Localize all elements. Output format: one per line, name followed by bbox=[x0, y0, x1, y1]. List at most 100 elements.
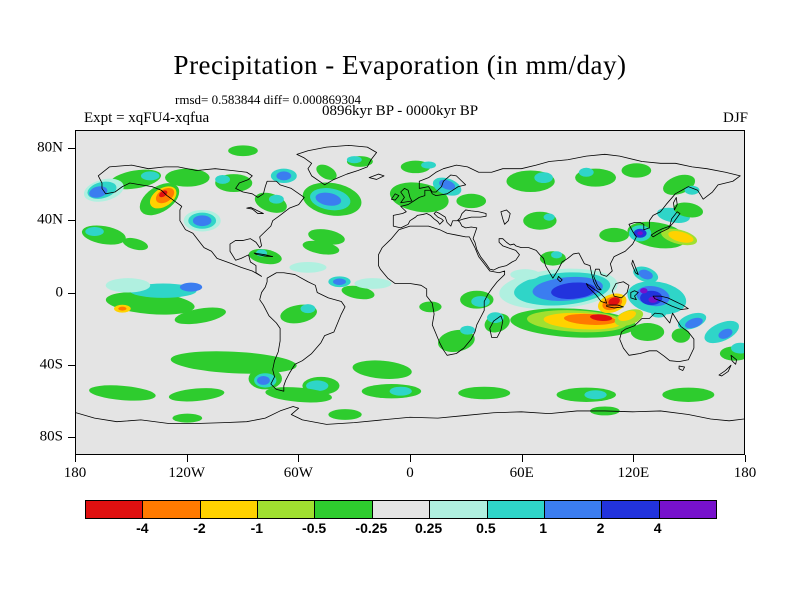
contour-blob bbox=[630, 323, 665, 341]
contour-blobs bbox=[81, 145, 744, 423]
world-map-svg bbox=[76, 131, 744, 454]
colorbar-cell bbox=[486, 501, 544, 518]
contour-blob bbox=[731, 342, 744, 354]
contour-blob bbox=[302, 240, 340, 255]
contour-blob bbox=[637, 231, 643, 236]
contour-blob bbox=[668, 231, 694, 243]
contour-blob bbox=[640, 288, 648, 294]
contour-blob bbox=[174, 307, 226, 325]
contour-blob bbox=[306, 380, 329, 392]
contour-blob bbox=[389, 386, 412, 396]
lon-tick bbox=[633, 455, 635, 462]
contour-blob bbox=[590, 314, 613, 321]
colorbar-tick-label: -4 bbox=[136, 520, 149, 536]
colorbar-tick-label: -0.25 bbox=[355, 520, 388, 536]
contour-blob bbox=[289, 261, 327, 273]
contour-blob bbox=[638, 269, 653, 280]
colorbar-tick-label: 1 bbox=[539, 520, 548, 536]
lon-tick-label: 180 bbox=[733, 465, 757, 481]
stats-line: rmsd= 0.583844 diff= 0.000869304 bbox=[175, 92, 361, 107]
contour-blob bbox=[578, 167, 594, 177]
contour-blob bbox=[671, 328, 691, 343]
contour-blob bbox=[352, 360, 412, 379]
colorbar-tick-label: -0.5 bbox=[302, 520, 327, 536]
contour-blob bbox=[510, 269, 540, 280]
contour-blob bbox=[328, 409, 362, 420]
colorbar-cell bbox=[601, 501, 659, 518]
contour-blob bbox=[89, 385, 156, 401]
contour-blob bbox=[172, 413, 203, 423]
colorbar-cell bbox=[658, 501, 716, 518]
contour-blob bbox=[300, 304, 316, 314]
contour-blob bbox=[354, 278, 392, 289]
contour-blob bbox=[228, 145, 258, 157]
contour-blob bbox=[460, 325, 475, 335]
lat-tick-label: 0 bbox=[55, 284, 64, 300]
chart-title: Precipitation - Evaporation (in mm/day) bbox=[173, 50, 627, 80]
season-label: DJF bbox=[722, 110, 748, 126]
contour-blob bbox=[543, 213, 555, 221]
contour-blob bbox=[458, 386, 511, 400]
contour-blob bbox=[419, 301, 442, 313]
contour-blob bbox=[534, 172, 553, 184]
lon-tick bbox=[75, 455, 76, 462]
colorbar-tick-label: 4 bbox=[653, 520, 662, 536]
contour-blob bbox=[584, 390, 607, 400]
contour-blob bbox=[662, 387, 715, 402]
colorbar bbox=[85, 500, 717, 519]
contour-blob bbox=[332, 278, 346, 285]
contour-blob bbox=[551, 251, 563, 259]
lat-tick-label: 80S bbox=[39, 428, 63, 445]
colorbar-tick-label: -2 bbox=[193, 520, 206, 536]
lon-tick-label: 60E bbox=[509, 465, 534, 481]
lon-tick-label: 60W bbox=[283, 465, 313, 481]
contour-blob bbox=[168, 388, 225, 402]
lat-tick-label: 40S bbox=[39, 356, 63, 373]
contour-blob bbox=[651, 310, 667, 318]
lat-tick bbox=[68, 148, 75, 150]
antarctica-coastline bbox=[76, 406, 744, 424]
contour-blob bbox=[346, 156, 362, 164]
contour-blob bbox=[648, 296, 658, 303]
contour-blob bbox=[105, 278, 151, 293]
contour-blob bbox=[268, 194, 284, 204]
contour-blob bbox=[341, 285, 375, 300]
lon-tick-label: 0 bbox=[406, 465, 414, 481]
contour-blob bbox=[316, 164, 337, 180]
map-plot-area bbox=[75, 130, 745, 455]
colorbar-cell bbox=[257, 501, 315, 518]
contour-blob bbox=[599, 227, 629, 243]
colorbar-cell bbox=[314, 501, 372, 518]
lon-tick bbox=[410, 455, 411, 462]
contour-blob bbox=[122, 237, 149, 251]
colorbar-cell bbox=[86, 501, 143, 518]
experiment-label: Expt = xqFU4-xqfua bbox=[84, 110, 210, 126]
contour-blob bbox=[165, 168, 210, 187]
contour-blob bbox=[308, 229, 345, 245]
colorbar-cell bbox=[371, 501, 430, 518]
colorbar-cell bbox=[543, 501, 602, 518]
contour-blob bbox=[718, 328, 733, 339]
coastlines bbox=[76, 145, 744, 424]
lat-tick bbox=[68, 292, 75, 294]
colorbar-tick-label: 2 bbox=[596, 520, 605, 536]
contour-blob bbox=[421, 161, 436, 169]
contour-blob bbox=[684, 185, 700, 195]
colorbar-tick-label: -1 bbox=[250, 520, 264, 536]
period-line: 0896kyr BP - 0000kyr BP bbox=[321, 103, 479, 119]
colorbar-tick-label: 0.25 bbox=[414, 520, 443, 536]
contour-blob bbox=[192, 215, 212, 227]
lon-tick bbox=[298, 455, 300, 462]
contour-blob bbox=[315, 192, 342, 206]
colorbar-cell bbox=[142, 501, 200, 518]
contour-blob bbox=[471, 296, 490, 307]
contour-blob bbox=[118, 306, 127, 311]
contour-blob bbox=[487, 312, 504, 324]
contour-blob bbox=[456, 193, 487, 209]
contour-blob bbox=[159, 190, 168, 198]
lon-tick bbox=[745, 455, 746, 462]
coastlines-path bbox=[98, 145, 740, 391]
colorbar-tick-label: 0.5 bbox=[476, 520, 496, 536]
lon-tick bbox=[521, 455, 523, 462]
contour-blob bbox=[256, 375, 270, 385]
